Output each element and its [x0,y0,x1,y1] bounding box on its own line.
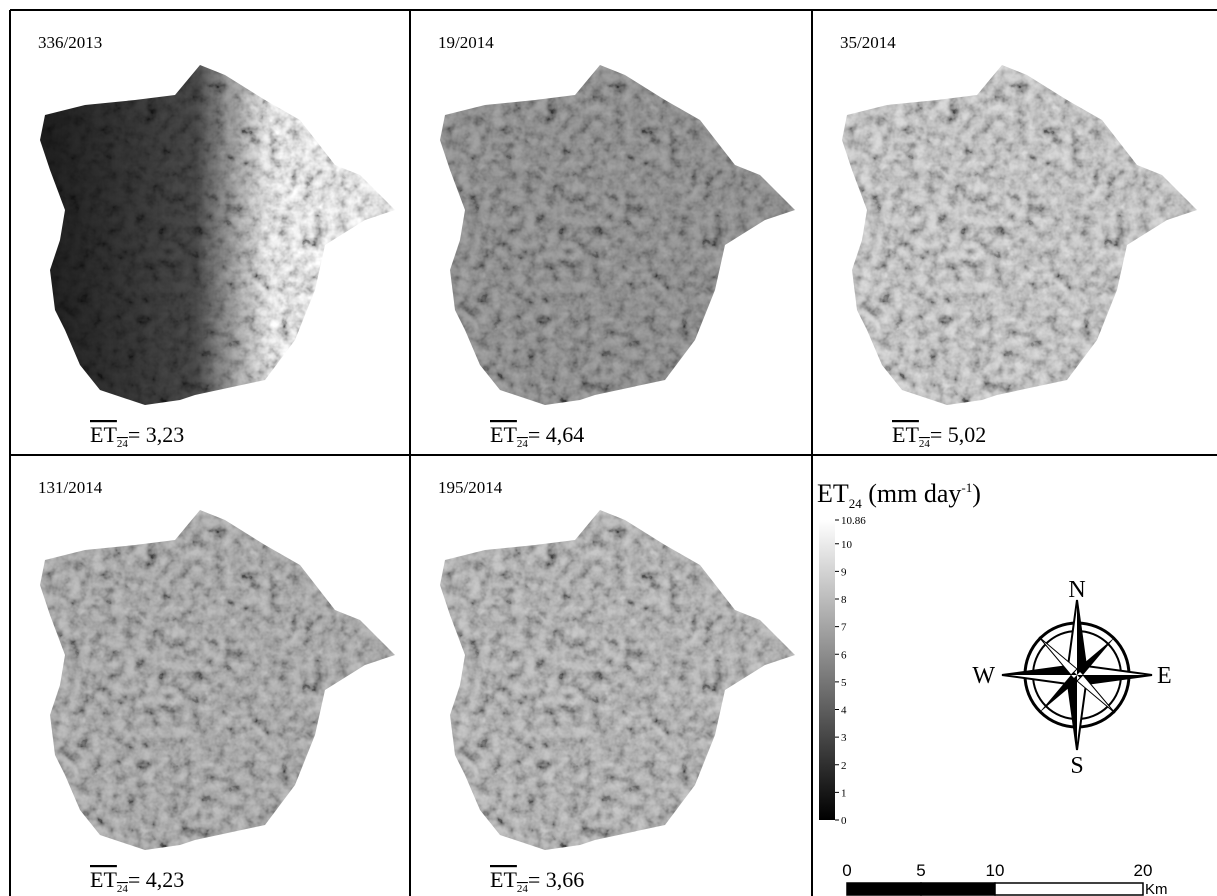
scale-segment [995,883,1143,895]
mean-value: = 4,23 [128,867,184,892]
colorbar-label: 10.86 [841,515,866,527]
colorbar-label: 3 [841,732,847,744]
mean-value: = 5,02 [930,422,986,447]
map-region [25,505,405,855]
mean-subscript: 24 [117,883,129,895]
map-region [25,60,405,410]
map-panel: 131/2014 ET24= 4,23 [25,478,405,895]
colorbar-label: 0 [841,815,847,827]
map-panel: 35/2014 ET24= 5,02 [827,33,1207,450]
map-panel: 195/2014 ET24= 3,66 [425,478,805,895]
mean-et: ET24= 4,64 [490,422,584,450]
map-panel: 19/2014 ET24= 4,64 [425,33,805,450]
colorbar-label: 9 [841,566,847,578]
scale-label: 5 [916,861,925,880]
map-region [827,60,1207,410]
map-shade [25,60,405,410]
panel-date: 195/2014 [438,478,503,497]
map-panel: 336/2013 ET24= 3,23 [25,33,405,450]
mean-symbol: ET [490,867,517,892]
compass: N S W E [972,577,1171,779]
mean-value: = 3,66 [528,867,584,892]
panel-date: 336/2013 [38,33,102,52]
mean-value: = 3,23 [128,422,184,447]
colorbar [819,520,835,820]
scale-label: 0 [842,861,851,880]
colorbar-label: 2 [841,760,847,772]
mean-value: = 4,64 [528,422,584,447]
map-shade [425,505,805,855]
scale-label: 10 [986,861,1005,880]
compass-n: N [1068,577,1085,603]
mean-symbol: ET [90,867,117,892]
colorbar-label: 6 [841,649,847,661]
compass-e: E [1157,663,1172,689]
mean-subscript: 24 [117,438,129,450]
colorbar-label: 10 [841,539,853,551]
mean-et: ET24= 4,23 [90,867,184,895]
mean-et: ET24= 5,02 [892,422,986,450]
map-region [425,505,805,855]
map-shade [25,505,405,855]
panel-date: 19/2014 [438,33,494,52]
scale-unit: Km [1145,881,1168,896]
scale-segment [921,883,995,895]
map-shade [425,60,805,410]
mean-symbol: ET [90,422,117,447]
map-region [425,60,805,410]
colorbar-label: 1 [841,787,847,799]
colorbar-label: 5 [841,677,847,689]
figure: N S W E ET24 (mm day-1) 336/2013ET24= 3,… [0,0,1217,896]
panel-date: 131/2014 [38,478,103,497]
mean-subscript: 24 [517,883,529,895]
scale-segment [847,883,921,895]
mean-et: ET24= 3,23 [90,422,184,450]
mean-symbol: ET [490,422,517,447]
mean-subscript: 24 [919,438,931,450]
colorbar-label: 7 [841,622,847,634]
compass-w: W [972,663,995,689]
map-shade [827,60,1207,410]
legend-title: ET24 (mm day-1) [817,479,981,511]
mean-et: ET24= 3,66 [490,867,584,895]
mean-symbol: ET [892,422,919,447]
scale-label: 20 [1134,861,1153,880]
compass-s: S [1070,753,1083,779]
panel-date: 35/2014 [840,33,896,52]
colorbar-label: 4 [841,705,847,717]
mean-subscript: 24 [517,438,529,450]
colorbar-label: 8 [841,594,847,606]
